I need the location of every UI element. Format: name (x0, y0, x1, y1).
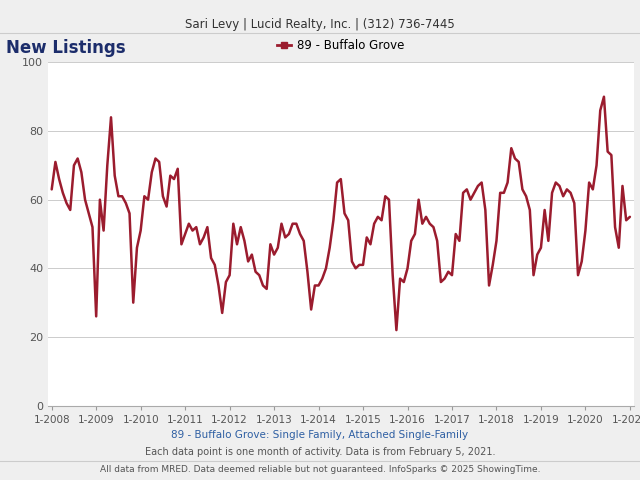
Text: New Listings: New Listings (6, 39, 126, 57)
Text: Sari Levy | Lucid Realty, Inc. | (312) 736-7445: Sari Levy | Lucid Realty, Inc. | (312) 7… (185, 18, 455, 31)
Text: All data from MRED. Data deemed reliable but not guaranteed. InfoSparks © 2025 S: All data from MRED. Data deemed reliable… (100, 465, 540, 474)
Legend: 89 - Buffalo Grove: 89 - Buffalo Grove (273, 34, 409, 57)
Text: Each data point is one month of activity. Data is from February 5, 2021.: Each data point is one month of activity… (145, 447, 495, 457)
Text: 89 - Buffalo Grove: Single Family, Attached Single-Family: 89 - Buffalo Grove: Single Family, Attac… (172, 430, 468, 440)
